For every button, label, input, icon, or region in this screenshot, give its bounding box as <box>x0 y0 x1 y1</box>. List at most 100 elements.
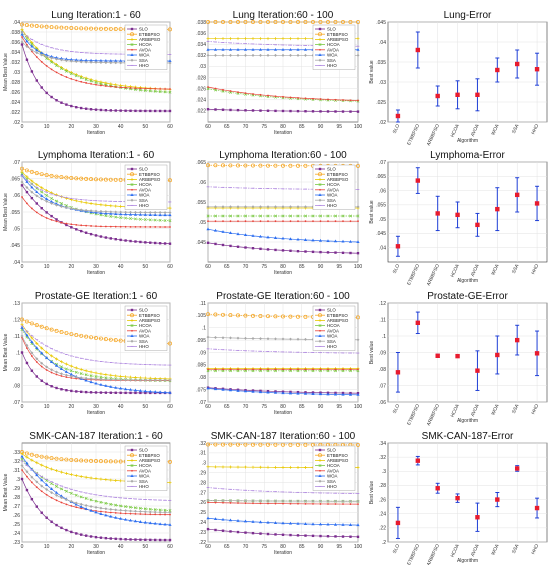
avoa-marker <box>140 226 142 228</box>
slo-marker <box>115 238 117 240</box>
y-tick-label: .27 <box>13 504 20 510</box>
slo-marker <box>45 383 47 385</box>
avoa-marker <box>66 223 68 225</box>
mean-point <box>515 193 519 197</box>
y-tick-label: .045 <box>196 240 206 246</box>
y-tick-label: .02 <box>13 120 20 126</box>
x-tick-label: 70 <box>243 404 249 410</box>
x-axis-label: Iteration <box>274 410 292 416</box>
slo-marker <box>349 110 351 112</box>
x-axis-label: Algorithm <box>457 138 478 144</box>
avoa-marker <box>75 80 77 82</box>
slo-marker <box>110 392 112 394</box>
panel-title: Lung Iteration:1 - 60 <box>51 10 141 21</box>
x-tick-label: 75 <box>261 264 267 270</box>
mean-point <box>455 93 459 97</box>
y-tick-label: .03 <box>379 80 386 86</box>
y-tick-label: .024 <box>196 98 206 104</box>
avoa-marker <box>105 226 107 228</box>
avoa-marker <box>222 89 224 91</box>
slo-marker <box>55 524 57 526</box>
avoa-marker <box>61 222 63 224</box>
slo-marker <box>327 535 329 537</box>
slo-marker <box>45 92 47 94</box>
slo-marker <box>131 28 133 30</box>
avoa-marker <box>95 225 97 227</box>
slo-marker <box>21 184 23 186</box>
legend-entry: HHO <box>139 203 149 208</box>
panel-10: SMK-CAN-187 Iteration:60 - 100.22.23.24.… <box>199 431 362 556</box>
avoa-marker <box>61 74 63 76</box>
slo-marker <box>110 109 112 111</box>
panel-title: Prostate-GE Iteration:1 - 60 <box>35 291 158 302</box>
y-tick-label: .075 <box>196 387 206 393</box>
avoa-marker <box>275 95 277 97</box>
y-tick-label: .022 <box>196 109 206 115</box>
mean-point <box>515 62 519 66</box>
slo-marker <box>207 108 209 110</box>
slo-marker <box>129 392 131 394</box>
x-tick-label: 40 <box>118 124 124 130</box>
avoa-marker <box>282 220 284 222</box>
mean-point <box>535 67 539 71</box>
avoa-marker <box>51 68 53 70</box>
slo-marker <box>164 110 166 112</box>
slo-marker <box>304 110 306 112</box>
avoa-marker <box>207 220 209 222</box>
x-tick-label: 90 <box>318 404 324 410</box>
avoa-marker <box>275 503 277 505</box>
y-tick-label: .07 <box>13 160 20 166</box>
y-tick-label: .05 <box>199 220 206 226</box>
x-tick-label: 50 <box>143 404 149 410</box>
y-axis-label: Mean Best Value <box>3 473 9 511</box>
panel-title: Prostate-GE Iteration:60 - 100 <box>216 291 350 302</box>
avoa-marker <box>140 87 142 89</box>
avoa-marker <box>131 189 133 191</box>
slo-marker <box>105 391 107 393</box>
y-tick-label: .07 <box>13 400 20 406</box>
slo-marker <box>134 110 136 112</box>
slo-marker <box>154 539 156 541</box>
avoa-marker <box>327 220 329 222</box>
slo-marker <box>252 109 254 111</box>
x-tick-label: ARBBPSO <box>426 543 441 565</box>
y-tick-label: .24 <box>199 520 206 526</box>
avoa-marker <box>21 469 23 471</box>
slo-marker <box>349 536 351 538</box>
slo-marker <box>134 392 136 394</box>
avoa-marker <box>305 368 307 370</box>
slo-marker <box>164 242 166 244</box>
avoa-marker <box>46 494 48 496</box>
avoa-marker <box>100 85 102 87</box>
avoa-marker <box>312 503 314 505</box>
x-tick-label: 40 <box>118 544 124 550</box>
avoa-marker <box>245 368 247 370</box>
x-tick-label: 0 <box>21 264 24 270</box>
avoa-marker <box>56 374 58 376</box>
x-tick-label: 65 <box>224 124 230 130</box>
slo-marker <box>289 250 291 252</box>
avoa-marker <box>327 99 329 101</box>
y-tick-label: .3 <box>16 477 20 483</box>
avoa-marker <box>66 503 68 505</box>
slo-marker <box>342 252 344 254</box>
slo-marker <box>41 207 43 209</box>
slo-marker <box>334 110 336 112</box>
slo-marker <box>304 250 306 252</box>
slo-marker <box>222 109 224 111</box>
y-tick-label: .085 <box>196 363 206 369</box>
avoa-marker <box>290 368 292 370</box>
x-axis-label: Iteration <box>274 550 292 556</box>
mean-point <box>475 223 479 227</box>
slo-marker <box>144 241 146 243</box>
slo-marker <box>274 249 276 251</box>
slo-marker <box>149 241 151 243</box>
avoa-marker <box>135 513 137 515</box>
x-tick-label: 60 <box>167 544 173 550</box>
avoa-marker <box>149 513 151 515</box>
y-tick-label: .28 <box>199 480 206 486</box>
x-tick-label: 90 <box>318 124 324 130</box>
y-tick-label: .026 <box>10 90 20 96</box>
slo-marker <box>95 234 97 236</box>
slo-marker <box>80 391 82 393</box>
